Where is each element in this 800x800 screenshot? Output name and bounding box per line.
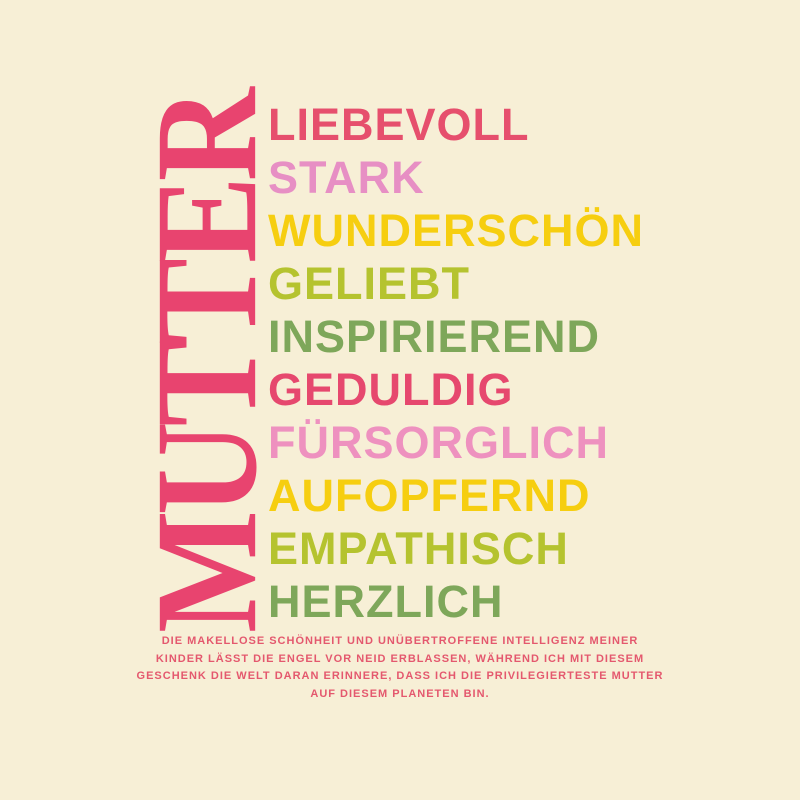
list-word: AUFOPFERND [268, 470, 591, 521]
caption-line: KINDER LÄSST DIE ENGEL VOR NEID ERBLASSE… [155, 652, 645, 665]
list-word: EMPATHISCH [268, 523, 569, 574]
list-word: GEDULDIG [268, 364, 514, 415]
list-word: FÜRSORGLICH [268, 417, 609, 468]
vertical-title-mutter: MUTTER [126, 92, 288, 633]
list-word: GELIEBT [268, 258, 471, 309]
caption-line: AUF DIESEM PLANETEN BIN. [310, 687, 490, 700]
list-word: HERZLICH [268, 576, 504, 627]
caption-line: DIE MAKELLOSE SCHÖNHEIT UND UNÜBERTROFFE… [161, 635, 639, 647]
list-word: LIEBEVOLL [268, 99, 530, 150]
caption-line: GESCHENK DIE WELT DARAN ERINNERE, DASS I… [136, 670, 664, 682]
caption-paragraph: DIE MAKELLOSE SCHÖNHEIT UND UNÜBERTROFFE… [100, 633, 700, 703]
list-word: STARK [268, 152, 425, 203]
list-word: WUNDERSCHÖN [268, 205, 644, 256]
adjective-word-list: LIEBEVOLL STARK WUNDERSCHÖN GELIEBT INSPIRIE… [268, 98, 788, 628]
list-word: INSPIRIEREND [268, 311, 601, 362]
